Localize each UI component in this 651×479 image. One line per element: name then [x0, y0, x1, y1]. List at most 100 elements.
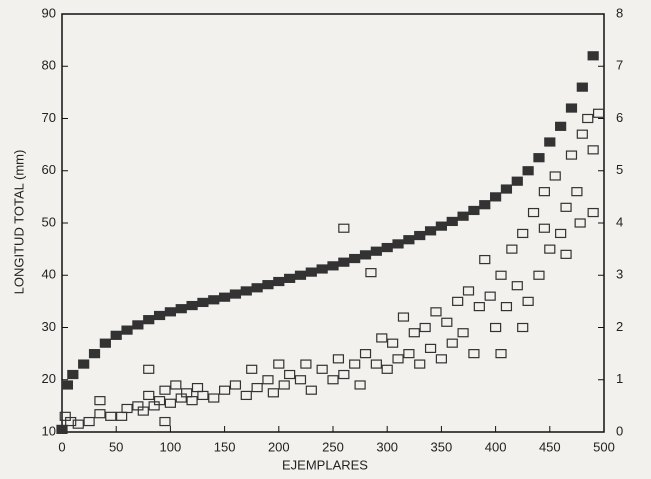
point: [387, 338, 399, 348]
point: [159, 416, 171, 427]
point: [408, 328, 420, 338]
point: [143, 315, 155, 325]
y2-tick-label: 2: [616, 319, 623, 334]
x-tick-label: 300: [376, 439, 398, 454]
point: [560, 249, 572, 259]
point: [533, 153, 545, 163]
point: [121, 403, 133, 414]
point: [457, 328, 469, 338]
point: [587, 207, 599, 218]
point: [284, 273, 296, 283]
point: [110, 330, 122, 340]
point: [332, 354, 345, 364]
y-tick-label: 20: [42, 371, 56, 386]
point: [446, 338, 458, 348]
point: [533, 270, 545, 280]
point: [397, 312, 410, 322]
point: [105, 411, 117, 421]
point: [56, 424, 68, 434]
point: [381, 364, 393, 374]
point: [565, 150, 578, 160]
point: [316, 364, 328, 374]
point: [511, 281, 523, 291]
point: [419, 322, 431, 333]
point: [424, 226, 437, 236]
y-tick-label: 80: [42, 58, 56, 73]
y2-tick-label: 8: [616, 5, 623, 20]
point: [446, 216, 458, 227]
point: [549, 171, 561, 181]
point: [338, 223, 350, 233]
point: [186, 300, 198, 311]
point: [381, 242, 393, 253]
point: [473, 302, 485, 312]
x-tick-label: 350: [431, 439, 453, 454]
point: [164, 307, 176, 317]
point: [441, 317, 453, 327]
point: [587, 51, 599, 61]
point: [278, 380, 290, 390]
point: [240, 286, 252, 296]
point: [65, 416, 77, 427]
point: [538, 187, 550, 197]
point: [500, 184, 513, 194]
x-tick-label: 200: [268, 439, 290, 454]
point: [251, 283, 263, 293]
point: [305, 385, 317, 395]
point: [262, 280, 274, 290]
point: [392, 239, 404, 249]
point: [403, 349, 415, 359]
point: [560, 202, 572, 212]
point: [359, 349, 372, 359]
point: [294, 270, 307, 280]
point: [576, 129, 588, 139]
y-tick-label: 10: [42, 423, 56, 438]
point: [490, 322, 502, 333]
point: [511, 176, 523, 186]
y-tick-label: 60: [42, 162, 56, 177]
point: [414, 230, 426, 241]
x-axis-label: EJEMPLARES: [282, 457, 368, 472]
point: [159, 385, 171, 395]
point: [565, 103, 578, 113]
point: [370, 246, 382, 256]
y2-tick-label: 3: [616, 267, 623, 282]
y-tick-label: 90: [42, 5, 56, 20]
point: [495, 349, 507, 359]
y2-tick-label: 0: [616, 423, 623, 438]
point: [365, 268, 377, 278]
x-tick-label: 100: [160, 439, 182, 454]
point: [538, 223, 550, 233]
point: [544, 244, 556, 254]
point: [186, 396, 198, 406]
point: [316, 264, 328, 274]
point: [94, 409, 106, 419]
point: [61, 380, 74, 390]
point: [490, 192, 502, 202]
point: [294, 375, 307, 385]
point: [143, 364, 155, 374]
point: [430, 307, 442, 317]
point: [219, 292, 231, 302]
point: [197, 390, 209, 401]
point: [99, 338, 111, 348]
point: [452, 296, 464, 306]
point: [576, 82, 588, 92]
point: [527, 207, 540, 218]
point: [208, 295, 220, 305]
y2-tick-label: 6: [616, 110, 623, 125]
point: [78, 359, 90, 369]
x-tick-label: 450: [539, 439, 561, 454]
point: [219, 385, 231, 395]
x-tick-label: 250: [322, 439, 344, 454]
y2-tick-label: 4: [616, 214, 623, 229]
y2-tick-label: 7: [616, 58, 623, 73]
point: [574, 218, 586, 228]
point: [522, 166, 534, 176]
point: [424, 343, 437, 353]
point: [229, 380, 242, 390]
y-axis-label: LONGITUD TOTAL (mm): [11, 150, 26, 295]
point: [544, 137, 556, 147]
